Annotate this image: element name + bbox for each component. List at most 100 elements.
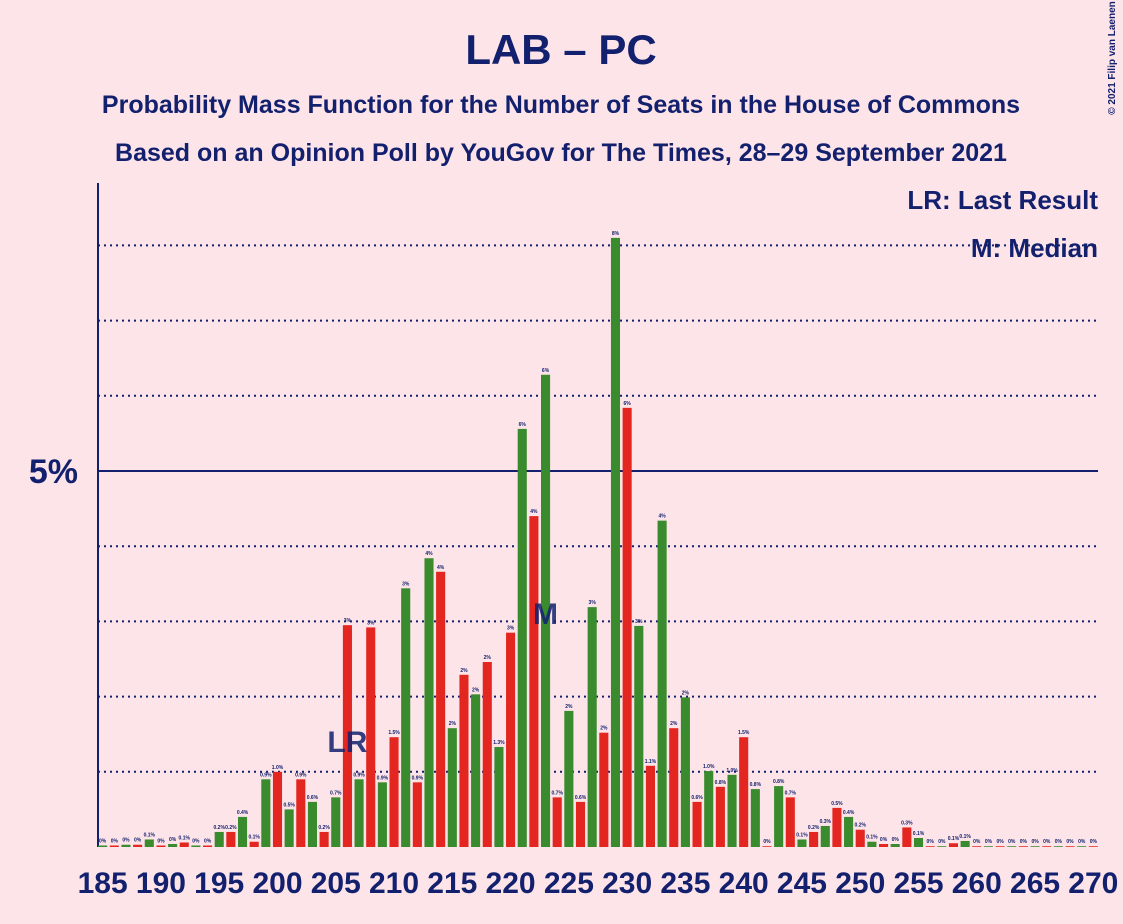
bar [1007, 846, 1017, 847]
value-label: 2% [449, 721, 457, 727]
value-label: 2% [682, 690, 690, 696]
bar [995, 846, 1005, 847]
bar [541, 374, 551, 847]
value-label: 1.5% [738, 730, 750, 736]
value-label: 2% [460, 668, 468, 674]
bar [913, 837, 924, 847]
value-label: 0.8% [715, 780, 727, 786]
value-label: 0.9% [412, 775, 424, 781]
value-label: 4% [658, 514, 666, 520]
bar [307, 801, 317, 847]
bar [785, 797, 795, 847]
value-label: 0.5% [831, 801, 843, 807]
value-label: 6% [542, 368, 550, 374]
bar [890, 843, 900, 847]
value-label: 4% [437, 565, 445, 571]
bar [249, 841, 259, 847]
value-label: 0% [1055, 839, 1063, 845]
x-tick-label: 210 [369, 867, 419, 900]
value-label: 0.1% [248, 835, 260, 841]
bar [471, 694, 481, 847]
value-label: 0% [1031, 839, 1039, 845]
bar [983, 846, 993, 847]
value-label: 0.2% [318, 825, 330, 831]
bar [447, 728, 457, 847]
bar [494, 746, 504, 847]
bar [832, 807, 842, 847]
value-label: 1.1% [645, 759, 657, 765]
bar [610, 237, 621, 848]
value-label: 0.6% [691, 795, 703, 801]
value-label: 1.0% [703, 764, 715, 770]
x-tick-label: 195 [194, 867, 244, 900]
value-label: 2% [484, 655, 492, 661]
x-tick-label: 225 [544, 867, 594, 900]
bar [855, 829, 865, 847]
bar [762, 846, 772, 847]
value-label: 0% [1090, 839, 1098, 845]
value-label: 0.1% [179, 835, 191, 841]
x-tick-label: 205 [311, 867, 361, 900]
bar [517, 428, 527, 847]
bar [401, 588, 411, 847]
x-tick-label: 245 [777, 867, 827, 900]
value-label: 0.1% [913, 831, 925, 837]
annotation: LR [327, 726, 367, 759]
bar [774, 786, 784, 847]
bar [168, 843, 178, 847]
bar [727, 774, 737, 847]
value-label: 0.8% [773, 779, 785, 785]
bar [704, 771, 714, 847]
legend-entry: M: Median [971, 233, 1098, 263]
value-label: 0% [996, 839, 1004, 845]
value-label: 0% [973, 839, 981, 845]
value-label: 0% [111, 838, 119, 844]
value-label: 0.1% [959, 834, 971, 840]
value-label: 2% [565, 704, 573, 710]
legend-entry: LR: Last Result [907, 185, 1098, 215]
bar [342, 625, 352, 847]
value-label: 0% [1020, 839, 1028, 845]
value-label: 0% [938, 839, 946, 845]
value-label: 4% [530, 509, 538, 515]
value-label: 0% [134, 838, 142, 844]
bar [844, 816, 854, 847]
bar [750, 789, 760, 847]
bar [296, 779, 306, 847]
bar [261, 779, 271, 847]
bar [133, 844, 143, 847]
x-tick-label: 200 [252, 867, 302, 900]
value-label: 0.6% [307, 795, 319, 801]
bar [902, 827, 912, 847]
bar [529, 516, 539, 847]
x-tick-label: 255 [893, 867, 943, 900]
value-label: 6% [624, 401, 632, 407]
value-label: 0.2% [214, 825, 226, 831]
bar [1065, 846, 1075, 847]
bar [948, 843, 959, 847]
value-label: 0% [892, 837, 900, 843]
value-label: 0.5% [283, 802, 295, 808]
bar [424, 558, 434, 847]
value-label: 0% [763, 839, 771, 845]
value-label: 0.1% [796, 832, 808, 838]
bar [587, 607, 597, 847]
bar [1088, 846, 1098, 847]
bar [692, 801, 702, 847]
value-label: 0.4% [843, 810, 855, 816]
x-tick-label: 220 [486, 867, 536, 900]
value-label: 3% [635, 619, 643, 625]
value-label: 0.2% [225, 825, 237, 831]
value-label: 0.7% [330, 790, 342, 796]
value-label: 0.1% [948, 836, 960, 842]
bar [214, 831, 224, 847]
bar [1077, 846, 1087, 847]
bar [366, 627, 376, 847]
value-label: 0% [1043, 839, 1051, 845]
value-label: 3% [344, 618, 352, 624]
x-tick-label: 250 [835, 867, 885, 900]
bar [669, 728, 679, 847]
bar [925, 846, 935, 847]
bar [284, 809, 294, 847]
